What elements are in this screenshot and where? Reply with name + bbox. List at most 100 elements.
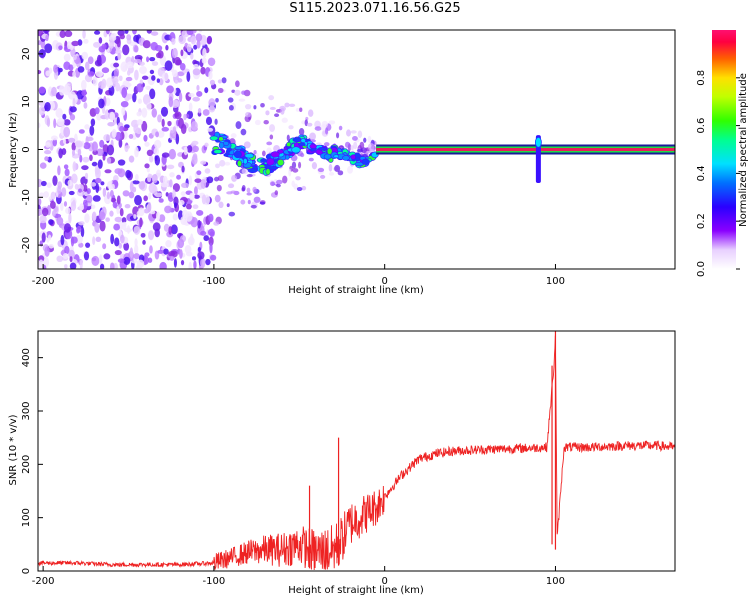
noise-speckle [112,201,118,209]
noise-speckle [44,246,50,257]
colorbar-label: Normalized spectral amplitude [738,73,749,227]
snr-panel: -200 -100 0 100 0 100 200 300 400 Height of str… [8,330,676,596]
noise-speckle [119,208,124,217]
tone-blob [218,141,225,149]
noise-speckle [196,39,201,49]
noise-speckle [176,174,182,180]
noise-speckle [186,43,192,53]
tone-blob [270,151,280,158]
noise-speckle [38,122,41,129]
spectrogram-y-ticks: 20 10 0 -10 -20 [21,48,43,253]
disturbed-speckle [231,174,238,182]
noise-speckle [134,146,139,158]
noise-speckle [50,135,58,141]
tone-blob [244,153,254,159]
noise-speckle [78,242,84,248]
noise-speckle [121,106,126,116]
disturbed-speckle [347,165,353,174]
snr-x-label: Height of straight line (km) [288,585,424,596]
disturbed-speckle [353,141,358,150]
snr-x-tick-label: 0 [381,576,387,587]
noise-speckle [109,111,116,121]
noise-speckle [113,68,120,78]
noise-speckle [209,79,216,86]
disturbed-speckle [228,105,234,111]
disturbed-speckle [241,187,245,192]
tone-blob [291,146,301,154]
noise-speckle [38,208,44,216]
disturbed-speckle [246,187,251,193]
noise-speckle [38,30,44,37]
disturbed-speckle [218,201,224,209]
disturbed-speckle [215,97,219,103]
noise-speckle [63,164,69,170]
snr-y-tick-label: 400 [21,348,32,367]
noise-speckle [165,192,169,197]
noise-speckle [47,234,52,241]
noise-speckle [80,226,85,238]
noise-speckle [192,145,199,153]
noise-speckle [119,234,125,244]
disturbed-speckle [357,130,363,138]
noise-speckle [62,138,67,145]
tone-blob [260,158,268,163]
noise-speckle [174,56,181,66]
noise-speckle [134,69,139,81]
noise-speckle [38,40,42,46]
noise-speckle [162,175,168,184]
tone-blob [209,135,219,141]
noise-speckle [166,164,175,170]
noise-speckle [133,34,140,43]
noise-speckle [59,30,66,39]
noise-speckle [154,155,161,166]
noise-speckle [196,84,200,91]
noise-speckle [164,205,172,214]
noise-speckle [114,237,120,247]
noise-speckle [43,191,50,198]
disturbed-speckle [350,130,357,134]
noise-speckle [150,31,159,36]
noise-speckle [197,246,201,253]
noise-speckle [117,159,126,166]
noise-speckle [121,87,128,99]
noise-speckle [186,145,193,153]
disturbed-speckle [213,221,220,226]
noise-speckle [67,179,73,187]
spectrogram-y-tick-label: 20 [21,48,32,61]
disturbed-speckle [299,107,303,112]
spectrogram-x-tick-label: -100 [203,276,226,287]
tone-blob [350,154,356,160]
noise-speckle [200,160,207,165]
noise-speckle [60,202,64,212]
disturbed-speckle [230,133,237,139]
noise-speckle [158,214,166,223]
noise-speckle [113,223,121,231]
noise-speckle [161,126,170,132]
noise-speckle [114,131,123,141]
noise-speckle [129,247,134,259]
noise-speckle [181,165,185,173]
noise-speckle [52,175,58,186]
noise-speckle [203,235,210,242]
noise-speckle [206,176,214,184]
tone-blob [317,146,328,151]
noise-speckle [106,77,114,89]
disturbed-speckle [360,147,367,154]
noise-speckle [205,116,213,126]
noise-speckle [64,264,68,269]
noise-speckle [184,211,193,222]
noise-speckle [188,93,195,98]
snr-x-tick-label: -200 [32,576,55,587]
noise-speckle [133,225,141,235]
noise-speckle [202,109,210,116]
snr-series-line [38,335,675,570]
noise-speckle [78,188,82,193]
noise-speckle [193,63,199,69]
noise-speckle [151,108,158,118]
disturbed-speckle [231,89,236,93]
snr-y-label: SNR (10 * v/v) [8,414,19,485]
noise-speckle [196,210,204,216]
noise-speckle [41,207,49,217]
noise-speckle [149,69,155,75]
disturbed-speckle [338,125,343,131]
